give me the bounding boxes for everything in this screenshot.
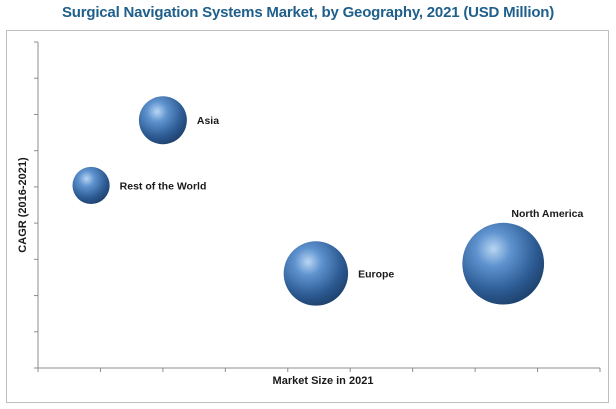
x-axis-label: Market Size in 2021: [273, 375, 374, 387]
point-labels: Asia Rest of the World Europe North America: [120, 115, 584, 280]
bubble-label: Asia: [197, 115, 219, 127]
chart-title: Surgical Navigation Systems Market, by G…: [61, 4, 555, 21]
bubbles: [72, 96, 545, 306]
chart-frame: [6, 30, 609, 403]
bubble-label: Europe: [358, 268, 394, 280]
bubble-north-america: [462, 222, 545, 305]
bubble-label: North America: [511, 208, 583, 220]
bubble-asia: [138, 96, 187, 145]
y-axis-label: CAGR (2016-2021): [17, 157, 29, 253]
axes: [34, 41, 601, 372]
bubble-europe: [283, 241, 349, 306]
bubble-label: Rest of the World: [120, 180, 207, 192]
bubble-rest-of-the-world: [72, 166, 110, 205]
